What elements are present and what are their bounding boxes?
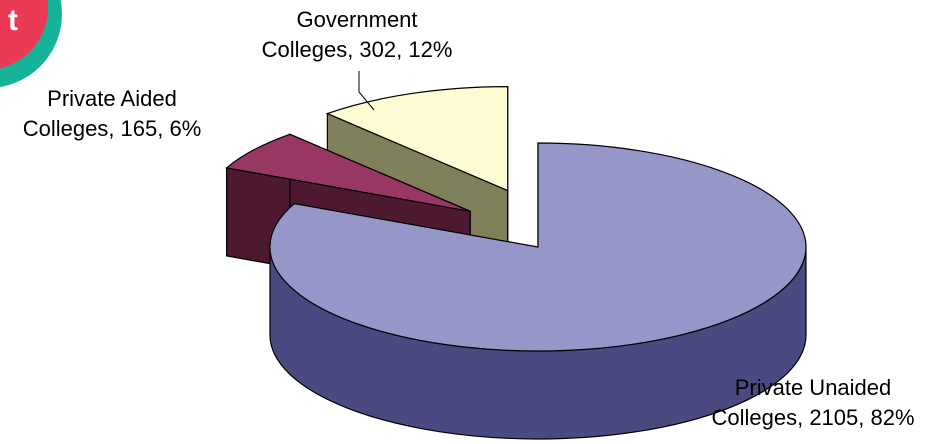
corner-badge: t xyxy=(0,0,62,88)
label-private-aided-colleges: Private Aided Colleges, 165, 6% xyxy=(23,86,202,141)
slice-private-unaided-colleges xyxy=(269,142,807,440)
label-government-colleges: Government Colleges, 302, 12% xyxy=(262,7,453,62)
badge-text: t xyxy=(8,4,18,37)
leader-line-government xyxy=(358,71,375,111)
label-private-unaided-colleges: Private Unaided Colleges, 2105, 82% xyxy=(711,375,914,430)
pie-slices xyxy=(225,85,807,440)
slice-top-face xyxy=(225,133,471,212)
slice-top-face xyxy=(325,85,509,192)
slice-labels: Private Unaided Colleges, 2105, 82% Privat… xyxy=(23,7,915,430)
slice-top-face xyxy=(269,142,807,352)
